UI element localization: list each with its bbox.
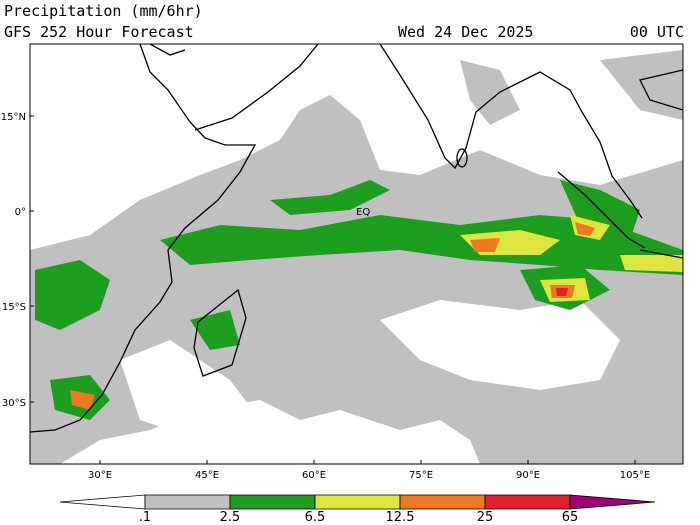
colorbar-segment bbox=[399, 494, 486, 510]
equator-label: EQ bbox=[356, 207, 370, 218]
colorbar-segment bbox=[314, 494, 401, 510]
colorbar: .1 2.5 6.5 12.5 25 65 bbox=[59, 494, 656, 525]
lat-label: 15°S bbox=[2, 302, 26, 313]
lon-label: 60°E bbox=[302, 470, 326, 481]
lon-label: 90°E bbox=[516, 470, 540, 481]
date: Wed 24 Dec 2025 bbox=[398, 23, 533, 41]
lat-label: 15°N bbox=[1, 112, 26, 123]
axis-ticks: 15°N 0° 15°S 30°S 30°E 45°E 60°E 75°E 90°E 105°E E… bbox=[1, 112, 650, 481]
map-area bbox=[30, 44, 683, 464]
colorbar-segment bbox=[59, 494, 146, 510]
colorbar-segment bbox=[144, 494, 231, 510]
subtitle: GFS 252 Hour Forecast bbox=[4, 23, 194, 41]
colorbar-label: .1 bbox=[139, 510, 151, 525]
colorbar-segment bbox=[484, 494, 571, 510]
colorbar-label: 12.5 bbox=[386, 510, 415, 525]
title: Precipitation (mm/6hr) bbox=[4, 2, 203, 20]
colorbar-label: 2.5 bbox=[220, 510, 241, 525]
lat-label: 0° bbox=[15, 207, 26, 218]
colorbar-segment bbox=[569, 494, 656, 510]
colorbar-label: 6.5 bbox=[305, 510, 326, 525]
lon-label: 105°E bbox=[620, 470, 650, 481]
map-frame bbox=[29, 43, 684, 465]
colorbar-segment bbox=[229, 494, 316, 510]
time: 00 UTC bbox=[630, 23, 684, 41]
colorbar-label: 25 bbox=[477, 510, 494, 525]
colorbar-label: 65 bbox=[562, 510, 579, 525]
lon-label: 75°E bbox=[409, 470, 433, 481]
lon-label: 30°E bbox=[88, 470, 112, 481]
lat-label: 30°S bbox=[2, 398, 26, 409]
lon-label: 45°E bbox=[195, 470, 219, 481]
